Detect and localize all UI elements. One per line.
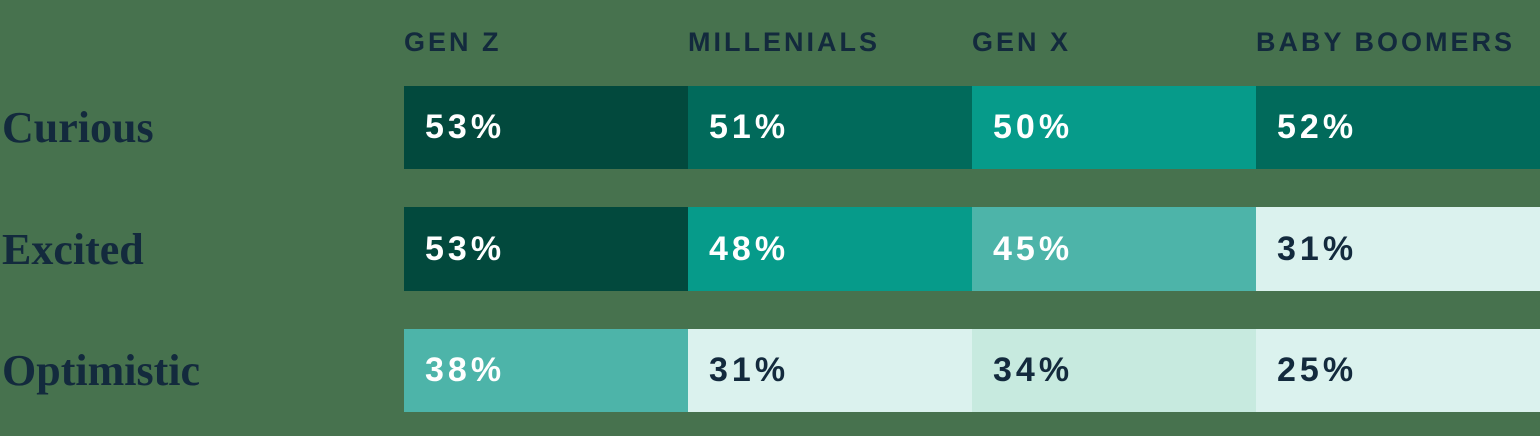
row-label-optimistic: Optimistic [2,346,200,395]
cell-excited-baby-boomers: 31% [1256,207,1540,291]
cell-optimistic-baby-boomers: 25% [1256,329,1540,412]
cell-curious-gen-z: 53% [404,86,688,169]
cell-optimistic-millenials: 31% [688,329,972,412]
cell-curious-millenials: 51% [688,86,972,169]
column-header-gen-z: GEN Z [404,27,502,57]
cell-optimistic-gen-z: 38% [404,329,688,412]
column-header-millenials: MILLENIALS [688,27,880,57]
cell-excited-gen-x: 45% [972,207,1256,291]
cell-curious-baby-boomers: 52% [1256,86,1540,169]
column-header-gen-x: GEN X [972,27,1072,57]
row-label-curious: Curious [2,103,154,152]
column-header-baby-boomers: BABY BOOMERS [1256,27,1516,57]
cell-optimistic-gen-x: 34% [972,329,1256,412]
cell-excited-gen-z: 53% [404,207,688,291]
row-label-excited: Excited [2,224,144,274]
cell-curious-gen-x: 50% [972,86,1256,169]
cell-excited-millenials: 48% [688,207,972,291]
